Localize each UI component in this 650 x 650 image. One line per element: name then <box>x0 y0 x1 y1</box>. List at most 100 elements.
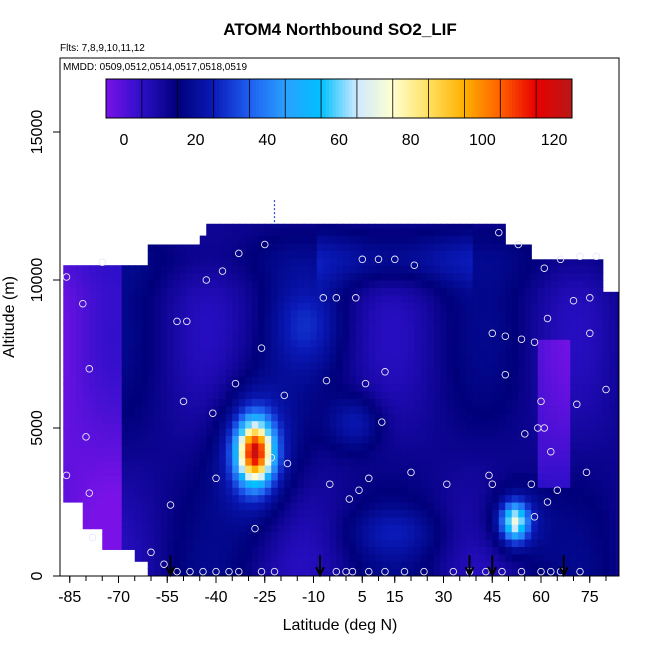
heatmap-cell <box>570 361 578 370</box>
colorbar-swatch <box>388 79 393 118</box>
heatmap-cell <box>186 479 194 488</box>
heatmap-cell <box>193 502 201 510</box>
heatmap-cell <box>238 361 246 370</box>
sample-point <box>212 567 220 576</box>
heatmap-cell <box>583 398 591 407</box>
heatmap-cell <box>115 438 123 447</box>
heatmap-cell <box>186 494 194 503</box>
heatmap-cell <box>63 398 71 407</box>
heatmap-cell <box>368 420 376 429</box>
heatmap-cell <box>258 257 266 266</box>
heatmap-cell <box>277 516 285 525</box>
heatmap-cell <box>472 223 480 229</box>
heatmap-cell <box>414 435 422 444</box>
heatmap-cell <box>89 373 97 382</box>
heatmap-cell <box>466 287 474 296</box>
heatmap-cell <box>459 479 467 488</box>
heatmap-cell <box>303 228 311 237</box>
heatmap-cell <box>232 280 240 288</box>
heatmap-cell <box>459 294 467 303</box>
heatmap-cell <box>76 391 84 399</box>
heatmap-cell <box>212 524 220 533</box>
heatmap-cell <box>69 361 77 370</box>
heatmap-cell <box>589 494 597 503</box>
heatmap-cell <box>206 516 214 525</box>
heatmap-cell <box>576 309 584 318</box>
heatmap-cell <box>492 546 500 555</box>
heatmap-cell <box>576 568 584 576</box>
heatmap-cell <box>303 339 311 348</box>
heatmap-cell <box>271 383 279 392</box>
heatmap-cell <box>531 539 539 547</box>
heatmap-cell <box>485 398 493 407</box>
heatmap-cell <box>349 435 357 444</box>
heatmap-cell <box>297 228 305 237</box>
heatmap-cell <box>76 354 84 362</box>
heatmap-cell <box>602 509 610 518</box>
heatmap-cell <box>251 472 259 481</box>
heatmap-cell <box>524 420 532 429</box>
heatmap-cell <box>466 339 474 348</box>
heatmap-cell <box>544 287 552 296</box>
heatmap-cell <box>316 428 324 436</box>
heatmap-cell <box>362 354 370 362</box>
heatmap-cell <box>433 376 441 385</box>
heatmap-cell <box>563 309 571 318</box>
heatmap-cell <box>115 371 123 380</box>
heatmap-cell <box>193 250 201 259</box>
heatmap-cell <box>583 435 591 444</box>
heatmap-cell <box>498 235 506 244</box>
heatmap-cell <box>186 250 194 259</box>
heatmap-cell <box>362 413 370 422</box>
heatmap-cell <box>550 546 558 555</box>
heatmap-cell <box>82 328 90 337</box>
heatmap-cell <box>342 553 350 562</box>
heatmap-cell <box>368 376 376 385</box>
heatmap-cell <box>537 531 545 540</box>
heatmap-cell <box>498 457 506 466</box>
heatmap-cell <box>284 442 292 451</box>
heatmap-cell <box>544 465 552 473</box>
heatmap-cell <box>167 383 175 392</box>
heatmap-cell <box>193 272 201 281</box>
heatmap-cell <box>381 442 389 451</box>
heatmap-cell <box>427 457 435 466</box>
heatmap-cell <box>544 479 552 488</box>
heatmap-cell <box>485 361 493 370</box>
heatmap-cell <box>342 405 350 414</box>
heatmap-cell <box>394 287 402 296</box>
colorbar-swatch <box>365 79 370 118</box>
sample-point <box>82 433 90 441</box>
heatmap-cell <box>576 339 584 348</box>
heatmap-cell <box>206 524 214 533</box>
heatmap-cell <box>609 346 617 355</box>
heatmap-cell <box>498 553 506 562</box>
heatmap-cell <box>446 235 454 244</box>
heatmap-cell <box>167 272 175 281</box>
heatmap-cell <box>375 339 383 348</box>
heatmap-cell <box>511 472 519 481</box>
colorbar-swatch <box>295 79 300 118</box>
heatmap-cell <box>388 524 396 533</box>
heatmap-cell <box>63 317 71 325</box>
heatmap-cell <box>453 331 461 340</box>
heatmap-cell <box>115 268 123 277</box>
heatmap-cell <box>375 294 383 303</box>
heatmap-cell <box>199 317 207 325</box>
heatmap-cell <box>277 346 285 355</box>
heatmap-cell <box>505 398 513 407</box>
heatmap-cell <box>466 465 474 473</box>
heatmap-cell <box>459 435 467 444</box>
heatmap-cell <box>381 250 389 259</box>
heatmap-cell <box>258 376 266 385</box>
heatmap-cell <box>225 509 233 518</box>
heatmap-cell <box>440 428 448 436</box>
heatmap-cell <box>544 420 552 429</box>
heatmap-cell <box>401 494 409 503</box>
sounding-arrow-head <box>464 566 475 578</box>
heatmap-cell <box>615 376 619 385</box>
heatmap-cell <box>141 287 149 296</box>
heatmap-cell <box>284 302 292 311</box>
heatmap-cell <box>147 250 155 259</box>
heatmap-cell <box>368 324 376 333</box>
